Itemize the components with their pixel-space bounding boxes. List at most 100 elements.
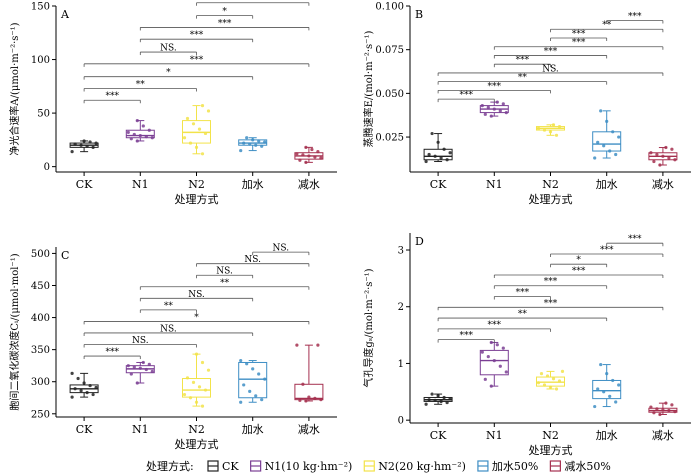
box-body: [479, 349, 509, 376]
data-point: [298, 398, 302, 402]
sig-bracket: *: [196, 7, 254, 19]
y-tick-label: 0.025: [375, 133, 404, 144]
x-tick-label: 减水: [652, 178, 674, 191]
sig-bracket: ***: [139, 19, 310, 31]
data-point: [424, 159, 428, 164]
data-point: [248, 142, 252, 146]
data-point: [298, 158, 302, 162]
box-2: [479, 340, 509, 388]
data-point: [480, 350, 484, 354]
sig-bracket: ***: [196, 0, 310, 6]
data-point: [295, 152, 299, 156]
data-point: [661, 154, 665, 158]
box-4: [238, 136, 268, 153]
box-body: [423, 148, 453, 161]
sig-label: **: [518, 310, 528, 320]
data-point: [242, 141, 246, 145]
sig-bracket: ***: [437, 320, 551, 332]
data-point: [596, 140, 600, 144]
data-point: [79, 143, 83, 147]
sig-label: ***: [572, 38, 586, 48]
data-point: [442, 395, 446, 400]
data-point: [655, 407, 659, 411]
sig-label: **: [602, 21, 612, 31]
box-1: [69, 139, 99, 154]
box-body: [592, 131, 622, 152]
sig-label: ***: [572, 29, 586, 39]
sig-label: ***: [516, 288, 530, 298]
x-tick-label: CK: [430, 178, 447, 191]
data-point: [599, 362, 603, 367]
data-point: [150, 369, 154, 374]
data-point: [147, 128, 151, 132]
sig-bracket: **: [437, 73, 608, 85]
sig-label: ***: [459, 331, 473, 341]
sig-bracket: NS.: [139, 44, 197, 56]
box-2: [125, 118, 155, 143]
sig-bracket: NS.: [139, 290, 254, 302]
x-axis-label: 处理方式: [529, 192, 573, 206]
data-point: [557, 379, 562, 383]
data-point: [498, 364, 502, 368]
y-tick-label: 350: [31, 345, 50, 356]
data-point: [307, 395, 311, 399]
panel-label: B: [415, 8, 423, 21]
data-point: [251, 367, 255, 371]
data-point: [605, 372, 609, 376]
data-point: [439, 156, 443, 160]
data-point: [548, 385, 553, 389]
data-point: [542, 128, 547, 132]
y-tick-label: 100: [31, 55, 50, 66]
data-point: [495, 100, 499, 104]
data-point: [539, 372, 544, 376]
box-4: [592, 362, 622, 409]
legend-label: N1(10 kg·hm⁻²): [265, 460, 353, 473]
sig-label: **: [136, 80, 146, 90]
data-point: [430, 131, 434, 136]
data-point: [667, 408, 671, 413]
data-point: [135, 139, 139, 143]
y-axis-label: 胞间二氧化碳浓度Cᵢ/(μmol·mol⁻¹): [8, 253, 21, 410]
data-point: [248, 389, 252, 393]
data-point: [649, 405, 653, 409]
legend-label: 加水50%: [492, 460, 538, 473]
data-point: [445, 158, 449, 162]
data-point: [70, 395, 74, 399]
legend-item: 加水50%: [477, 460, 538, 473]
x-tick-label: N1: [486, 429, 503, 442]
data-point: [188, 141, 193, 145]
sig-label: ***: [105, 92, 119, 102]
data-point: [304, 399, 308, 403]
data-point: [480, 104, 484, 108]
legend: 处理方式: CK N1(10 kg·hm⁻²) N2(20 kg·hm⁻²) 加水50%…: [146, 459, 611, 473]
panel-label: C: [61, 249, 69, 262]
sig-label: NS.: [273, 244, 290, 254]
sig-label: ***: [190, 31, 204, 41]
data-point: [486, 105, 490, 109]
sig-label: ***: [459, 91, 473, 101]
data-point: [492, 107, 496, 111]
data-point: [185, 116, 190, 121]
box-3: [182, 352, 211, 408]
data-point: [126, 130, 130, 134]
sig-label: *: [166, 68, 171, 78]
data-point: [670, 403, 674, 407]
data-point: [206, 109, 211, 113]
data-point: [489, 114, 493, 118]
data-point: [94, 141, 98, 145]
y-tick-label: 0.075: [375, 45, 404, 56]
sig-label: *: [576, 256, 581, 266]
data-point: [260, 144, 264, 148]
data-point: [307, 154, 311, 158]
box-5: [648, 145, 678, 167]
data-point: [433, 398, 437, 402]
data-point: [448, 151, 452, 155]
data-point: [489, 340, 493, 345]
data-point: [132, 365, 136, 369]
data-point: [200, 404, 205, 408]
data-point: [254, 394, 258, 398]
sig-label: ***: [488, 320, 502, 330]
data-point: [655, 152, 659, 157]
sig-bracket: *: [550, 256, 608, 268]
